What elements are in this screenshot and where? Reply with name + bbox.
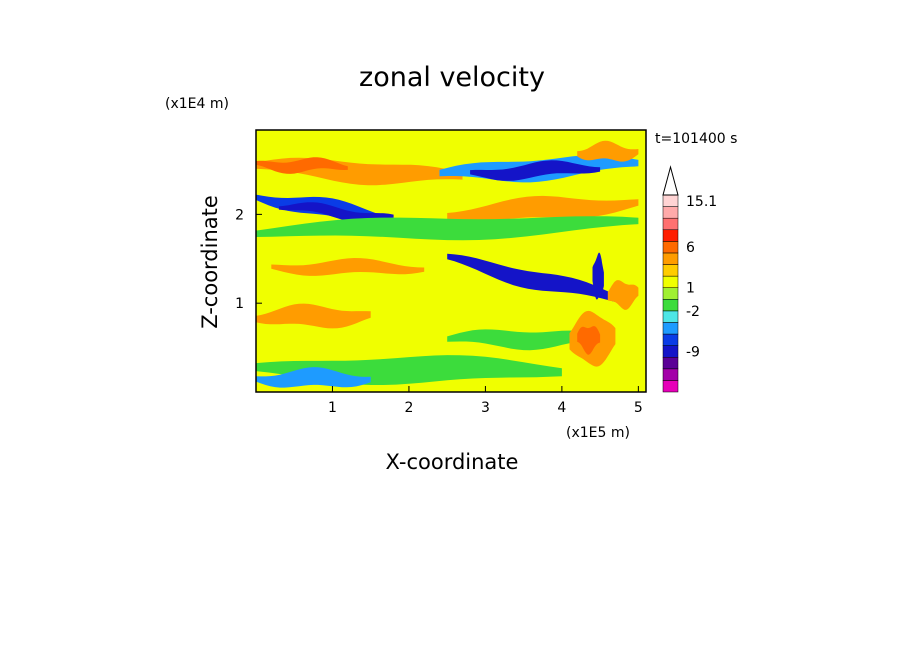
colorbar-cell xyxy=(662,333,679,346)
colorbar: -9 -2 1 6 15.1 xyxy=(662,165,717,393)
velocity-region xyxy=(271,258,425,276)
x-tick-label: 1 xyxy=(328,400,337,416)
velocity-region xyxy=(447,195,639,222)
time-label: t=101400 s xyxy=(655,131,737,147)
colorbar-label: -9 xyxy=(686,344,700,360)
chart-title: zonal velocity xyxy=(359,62,545,93)
velocity-region xyxy=(577,140,639,162)
velocity-region xyxy=(447,253,624,304)
velocity-region xyxy=(447,329,601,351)
y-axis-label: Z-coordinate xyxy=(198,195,222,329)
plot-field xyxy=(256,130,646,392)
colorbar-cell xyxy=(662,345,679,358)
velocity-region xyxy=(607,280,639,310)
colorbar-cell xyxy=(662,229,679,242)
velocity-region xyxy=(256,216,639,241)
colorbar-cell xyxy=(662,275,679,288)
colorbar-cell xyxy=(662,310,679,323)
x-scale-label: (x1E5 m) xyxy=(566,425,630,441)
colorbar-cell xyxy=(662,356,679,370)
colorbar-cell xyxy=(662,264,679,277)
colorbar-cell xyxy=(662,194,679,207)
colorbar-cell xyxy=(662,206,679,219)
x-axis-ticks: 1 2 3 4 5 xyxy=(328,386,643,416)
velocity-region xyxy=(577,326,601,355)
x-tick-label: 4 xyxy=(557,400,566,416)
velocity-region xyxy=(470,160,601,181)
velocity-region xyxy=(592,252,604,300)
velocity-region xyxy=(278,202,394,222)
colorbar-cell xyxy=(662,322,679,335)
plot-frame xyxy=(255,129,647,393)
colorbar-cell xyxy=(662,299,679,312)
velocity-region xyxy=(256,303,371,329)
colorbar-cell xyxy=(662,380,679,393)
velocity-region xyxy=(256,367,371,388)
x-axis-label: X-coordinate xyxy=(386,450,519,474)
colorbar-cell xyxy=(662,287,679,300)
colorbar-cell xyxy=(662,217,679,231)
colorbar-cell xyxy=(662,368,679,381)
x-tick-label: 2 xyxy=(404,400,413,416)
y-axis-ticks: 12 xyxy=(235,207,262,312)
colorbar-label: 6 xyxy=(686,240,695,256)
colorbar-label: 1 xyxy=(686,281,695,297)
y-tick-label: 1 xyxy=(235,296,244,312)
y-scale-label: (x1E4 m) xyxy=(165,96,229,112)
colorbar-cell xyxy=(662,252,679,265)
x-tick-label: 5 xyxy=(634,400,643,416)
colorbar-label: 15.1 xyxy=(686,194,717,210)
x-tick-label: 3 xyxy=(481,400,490,416)
colorbar-cell xyxy=(662,241,679,254)
colorbar-label: -2 xyxy=(686,304,700,320)
velocity-region xyxy=(256,157,348,174)
colorbar-extend-triangle xyxy=(662,165,679,196)
y-tick-label: 2 xyxy=(235,207,244,223)
